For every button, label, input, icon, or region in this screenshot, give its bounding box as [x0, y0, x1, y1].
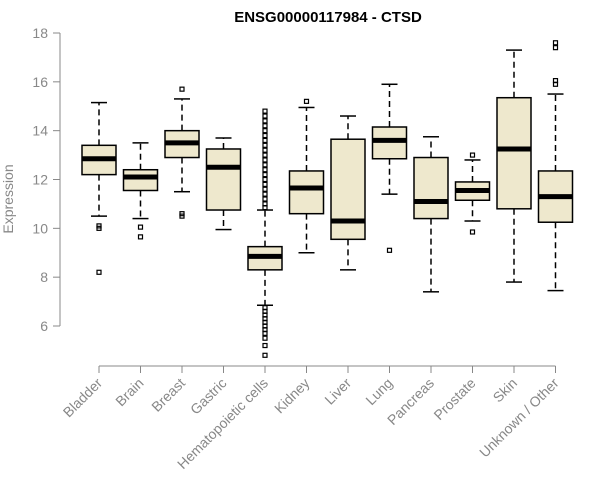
- outlier-point: [179, 86, 185, 92]
- box-liver: [330, 115, 366, 271]
- box-prostate: [454, 152, 491, 235]
- outlier-point: [96, 225, 102, 231]
- iqr-box: [122, 168, 159, 192]
- outlier-point: [262, 132, 268, 139]
- box-pancreas: [413, 136, 449, 293]
- x-tick-label: Skin: [490, 375, 521, 406]
- box-breast: [164, 86, 200, 219]
- y-tick-label: 16: [32, 74, 48, 90]
- x-tick-label: Brain: [112, 375, 146, 409]
- x-tick-label: Kidney: [271, 375, 313, 417]
- outlier-point: [303, 98, 310, 104]
- outlier-point: [262, 113, 268, 119]
- y-tick-label: 8: [40, 269, 48, 285]
- outlier-point: [552, 40, 559, 46]
- y-tick-label: 12: [32, 172, 48, 188]
- outlier-point: [469, 152, 476, 158]
- outlier-point: [469, 229, 476, 235]
- outlier-point: [262, 142, 268, 148]
- iqr-box: [330, 138, 366, 241]
- y-tick-label: 14: [32, 123, 48, 139]
- outlier-point: [262, 123, 268, 129]
- y-axis: 6 8 10 12 14 16 18: [32, 25, 61, 334]
- outlier-point: [96, 269, 102, 275]
- outlier-point: [179, 213, 185, 219]
- outlier-point: [262, 176, 268, 183]
- x-tick-label: Prostate: [430, 375, 478, 423]
- box-hematopoietic-cells: [247, 108, 283, 358]
- outlier-point: [262, 147, 268, 153]
- iqr-box: [205, 148, 242, 211]
- outlier-point: [386, 247, 393, 253]
- box-group: [81, 40, 574, 358]
- outlier-point: [262, 186, 268, 192]
- outlier-point: [262, 330, 268, 336]
- outlier-point: [137, 224, 144, 230]
- outlier-point: [262, 196, 268, 202]
- y-tick-label: 6: [40, 318, 48, 334]
- y-axis-label: Expression: [0, 164, 16, 233]
- x-tick-label: Bladder: [60, 375, 106, 421]
- box-brain: [122, 142, 159, 240]
- outlier-point: [262, 157, 268, 163]
- outlier-point: [262, 108, 268, 114]
- outlier-point: [262, 137, 268, 144]
- outlier-point: [262, 152, 268, 158]
- outlier-point: [552, 81, 559, 87]
- outlier-point: [262, 118, 268, 124]
- box-unknown-other: [537, 40, 574, 292]
- y-tick-label: 10: [32, 220, 48, 236]
- y-tick-label: 18: [32, 25, 48, 41]
- outlier-point: [262, 181, 268, 187]
- iqr-box: [496, 96, 532, 210]
- outlier-point: [262, 167, 268, 173]
- box-gastric: [205, 137, 242, 231]
- outlier-point: [262, 335, 268, 341]
- iqr-box: [288, 170, 325, 215]
- outlier-point: [262, 172, 268, 178]
- box-lung: [371, 83, 408, 253]
- outlier-point: [552, 45, 559, 51]
- outlier-point: [262, 162, 268, 168]
- outlier-point: [262, 204, 268, 211]
- x-tick-label: Breast: [148, 375, 188, 415]
- outlier-point: [262, 352, 268, 358]
- iqr-box: [413, 156, 449, 220]
- box-skin: [496, 49, 532, 283]
- outlier-point: [262, 191, 268, 197]
- x-tick-label: Lung: [362, 375, 395, 408]
- box-kidney: [288, 98, 325, 254]
- x-tick-label: Liver: [321, 375, 354, 408]
- chart-title: ENSG00000117984 - CTSD: [234, 9, 422, 26]
- outlier-point: [137, 234, 144, 240]
- outlier-point: [262, 128, 268, 134]
- box-bladder: [81, 101, 117, 275]
- outlier-point: [262, 342, 268, 349]
- x-tick-label: Unknown / Other: [476, 375, 562, 461]
